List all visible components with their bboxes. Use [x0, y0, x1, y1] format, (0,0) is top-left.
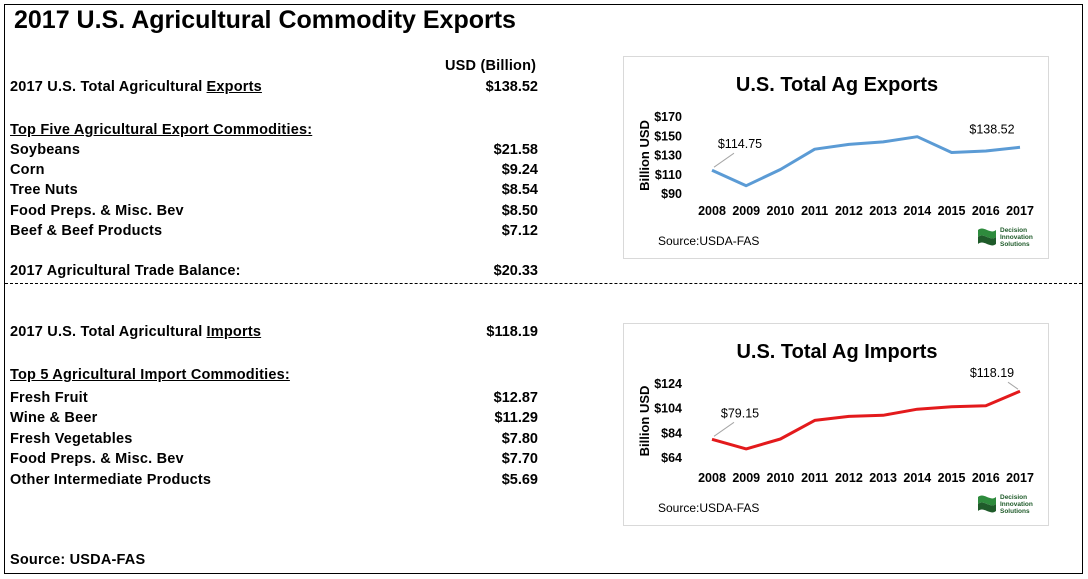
- x-tick-label: 2009: [732, 204, 760, 218]
- logo-text-line2: Innovation: [1000, 234, 1033, 241]
- export-item-label: Corn: [10, 162, 45, 178]
- y-axis-label: Billion USD: [637, 386, 652, 457]
- y-tick-label: $110: [655, 168, 682, 182]
- data-label: $114.75: [718, 137, 762, 151]
- import-item-label: Other Intermediate Products: [10, 472, 212, 488]
- exports-total-value: $138.52: [485, 79, 538, 95]
- y-tick-label: $90: [661, 187, 682, 201]
- exports-top-header: Top Five Agricultural Export Commodities…: [10, 122, 313, 138]
- x-tick-label: 2013: [869, 204, 897, 218]
- logo-text-line1: Decision: [1000, 494, 1027, 501]
- x-tick-label: 2010: [767, 471, 795, 485]
- y-tick-label: $130: [654, 149, 682, 163]
- data-label: $79.15: [721, 406, 759, 420]
- import-item-label: Fresh Vegetables: [10, 431, 133, 447]
- x-tick-label: 2016: [972, 471, 1000, 485]
- y-tick-label: $150: [654, 129, 682, 143]
- import-item-label: Wine & Beer: [10, 410, 98, 426]
- trade-balance-label: 2017 Agricultural Trade Balance:: [10, 263, 241, 279]
- logo-text-line3: Solutions: [1000, 241, 1030, 248]
- export-item-value: $8.50: [501, 203, 538, 219]
- imports-total-value: $118.19: [486, 324, 538, 340]
- logo-mark-bottom: [978, 502, 996, 513]
- x-tick-label: 2015: [938, 471, 966, 485]
- footer-source: Source: USDA-FAS: [10, 552, 146, 568]
- x-tick-label: 2011: [801, 204, 828, 218]
- logo-mark-top: [978, 228, 996, 239]
- series-line: [711, 135, 1021, 188]
- y-tick-label: $170: [654, 110, 682, 124]
- chart-source: Source:USDA-FAS: [658, 501, 759, 515]
- export-item-value: $8.54: [501, 182, 538, 198]
- data-label-leader: [713, 421, 735, 437]
- y-tick-label: $104: [654, 402, 682, 416]
- imports-total-label: 2017 U.S. Total Agricultural Imports: [10, 324, 261, 340]
- logo-text-line3: Solutions: [1000, 508, 1030, 515]
- exports-chart: U.S. Total Ag Exports Billion USD $90 $110 $…: [623, 56, 1049, 259]
- x-tick-label: 2011: [801, 471, 828, 485]
- chart-title: U.S. Total Ag Exports: [736, 74, 938, 96]
- y-axis-label: Billion USD: [637, 120, 652, 191]
- chart-title: U.S. Total Ag Imports: [736, 341, 937, 363]
- x-tick-label: 2012: [835, 471, 863, 485]
- section-divider: [5, 283, 1082, 284]
- data-label-leader: [1007, 381, 1019, 390]
- imports-chart: U.S. Total Ag Imports Billion USD $64 $84 $1…: [623, 323, 1049, 526]
- logo-mark-top: [978, 495, 996, 506]
- logo-text-line2: Innovation: [1000, 501, 1033, 508]
- import-item-value: $5.69: [501, 472, 538, 488]
- x-tick-label: 2014: [903, 471, 931, 485]
- import-item-value: $11.29: [494, 410, 538, 426]
- import-item-label: Fresh Fruit: [10, 390, 88, 406]
- logo-mark-bottom: [978, 235, 996, 246]
- export-item-label: Tree Nuts: [10, 182, 78, 198]
- exports-total-label-text: 2017 U.S. Total Agricultural: [10, 79, 203, 95]
- imports-top-header: Top 5 Agricultural Import Commodities:: [10, 367, 290, 383]
- exports-total-label-underlined: Exports: [206, 79, 262, 95]
- x-tick-label: 2009: [732, 471, 760, 485]
- data-label: $138.52: [969, 122, 1014, 136]
- imports-total-label-text: 2017 U.S. Total Agricultural: [10, 324, 203, 340]
- x-tick-label: 2008: [698, 471, 726, 485]
- data-label-leader: [713, 152, 735, 168]
- export-item-value: $7.12: [501, 223, 538, 239]
- series-line: [711, 389, 1021, 451]
- x-tick-label: 2015: [938, 204, 966, 218]
- x-tick-label: 2010: [767, 204, 795, 218]
- export-item-value: $21.58: [493, 142, 538, 158]
- import-item-value: $7.80: [501, 431, 538, 447]
- x-tick-label: 2017: [1006, 471, 1034, 485]
- exports-chart-svg: U.S. Total Ag Exports Billion USD $90 $110 $…: [637, 74, 1034, 248]
- x-tick-label: 2008: [698, 204, 726, 218]
- usd-header: USD (Billion): [445, 58, 537, 74]
- import-item-value: $12.87: [493, 390, 538, 406]
- import-item-label: Food Preps. & Misc. Bev: [10, 451, 184, 467]
- y-tick-label: $124: [654, 377, 682, 391]
- x-tick-label: 2014: [903, 204, 931, 218]
- imports-total-label-underlined: Imports: [206, 324, 262, 340]
- y-tick-label: $64: [661, 451, 682, 465]
- x-tick-label: 2017: [1006, 204, 1034, 218]
- x-tick-label: 2013: [869, 471, 897, 485]
- logo-text-line1: Decision: [1000, 227, 1027, 234]
- x-tick-label: 2016: [972, 204, 1000, 218]
- page-title: 2017 U.S. Agricultural Commodity Exports: [14, 6, 516, 34]
- infographic-frame: [4, 4, 1083, 574]
- trade-balance-value: $20.33: [493, 263, 538, 279]
- export-item-value: $9.24: [501, 162, 538, 178]
- chart-source: Source:USDA-FAS: [658, 234, 759, 248]
- y-tick-label: $84: [661, 426, 682, 440]
- data-label: $118.19: [970, 366, 1014, 380]
- export-item-label: Soybeans: [10, 142, 81, 158]
- exports-total-label: 2017 U.S. Total Agricultural Exports: [10, 79, 262, 95]
- export-item-label: Food Preps. & Misc. Bev: [10, 203, 184, 219]
- export-item-label: Beef & Beef Products: [10, 223, 163, 239]
- x-tick-label: 2012: [835, 204, 863, 218]
- imports-chart-svg: U.S. Total Ag Imports Billion USD $64 $84 $1…: [637, 341, 1034, 515]
- import-item-value: $7.70: [501, 451, 538, 467]
